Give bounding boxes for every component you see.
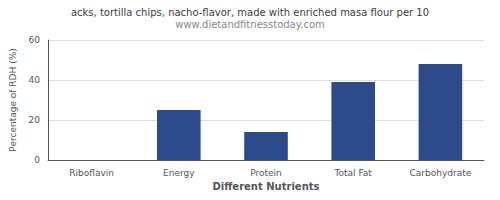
svg-text:Riboflavin: Riboflavin (69, 168, 114, 178)
svg-text:Carbohydrate: Carbohydrate (410, 168, 472, 178)
svg-text:Different Nutrients: Different Nutrients (213, 181, 320, 192)
svg-text:www.dietandfitnesstoday.com: www.dietandfitnesstoday.com (175, 19, 324, 30)
svg-text:0: 0 (34, 155, 40, 165)
svg-text:Energy: Energy (163, 168, 195, 178)
svg-text:Percentage of RDH (%): Percentage of RDH (%) (8, 48, 18, 151)
svg-text:40: 40 (29, 75, 41, 85)
svg-text:20: 20 (29, 115, 41, 125)
svg-text:Total Fat: Total Fat (334, 168, 373, 178)
svg-text:Protein: Protein (250, 168, 282, 178)
svg-text:60: 60 (29, 35, 41, 45)
svg-text:acks, tortilla chips, nacho-fl: acks, tortilla chips, nacho-flavor, made… (71, 7, 429, 18)
